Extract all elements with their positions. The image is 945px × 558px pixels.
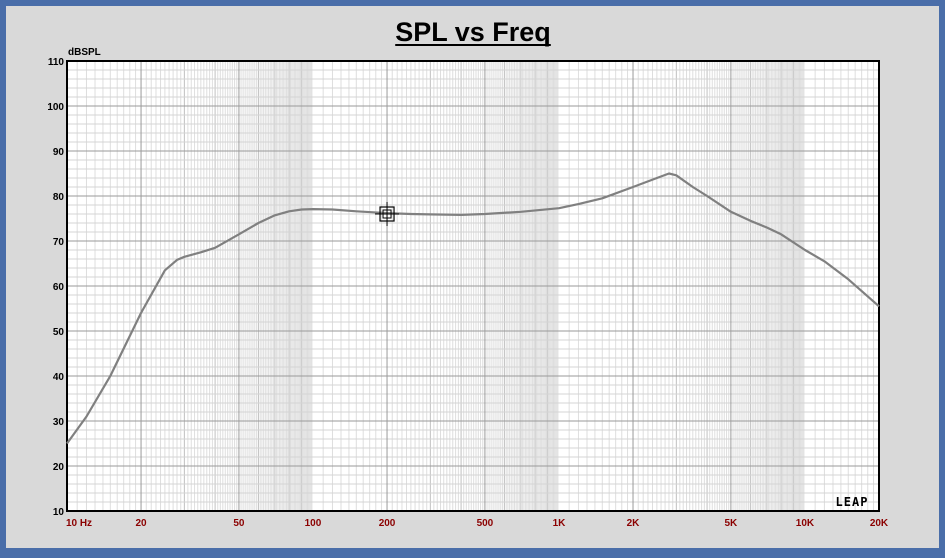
major-grid — [67, 61, 880, 511]
plot-border — [66, 60, 880, 512]
y-tick-label: 70 — [53, 237, 65, 248]
y-tick-label: 10 — [53, 507, 65, 518]
y-tick-label: 90 — [53, 147, 65, 158]
x-tick-label: 50 — [233, 518, 245, 529]
x-tick-label: 10K — [796, 518, 815, 529]
y-tick-label: 30 — [53, 417, 65, 428]
y-tick-labels: 10 20 30 40 50 60 70 80 90 100 110 — [47, 57, 64, 518]
x-tick-label: 200 — [379, 518, 396, 529]
x-tick-label: 2K — [627, 518, 641, 529]
y-axis-label: dBSPL — [68, 47, 101, 58]
y-tick-label: 50 — [53, 327, 65, 338]
marker-box-inner — [382, 209, 392, 219]
y-tick-label: 20 — [53, 462, 65, 473]
x-tick-label: 100 — [305, 518, 322, 529]
x-tick-label: 20 — [135, 518, 147, 529]
y-tick-label: 80 — [53, 192, 65, 203]
x-tick-label: 500 — [477, 518, 494, 529]
x-tick-label: 20K — [870, 518, 889, 529]
y-tick-label: 40 — [53, 372, 65, 383]
x-tick-labels: 10 Hz 20 50 100 200 500 1K 2K 5K 10K 20K — [66, 518, 889, 529]
y-tick-label: 100 — [47, 102, 64, 113]
cursor-marker[interactable] — [375, 202, 400, 226]
y-tick-label: 110 — [48, 57, 65, 68]
x-tick-label: 5K — [725, 518, 739, 529]
marker-box-outer — [379, 206, 395, 222]
chart-title: SPL vs Freq — [395, 17, 551, 47]
leap-logo: LEAP — [836, 495, 869, 509]
spl-curve — [66, 172, 880, 445]
series-layer — [66, 172, 880, 445]
x-tick-label: 10 Hz — [66, 518, 92, 529]
y-tick-label: 60 — [53, 282, 65, 293]
x-tick-label: 1K — [553, 518, 567, 529]
